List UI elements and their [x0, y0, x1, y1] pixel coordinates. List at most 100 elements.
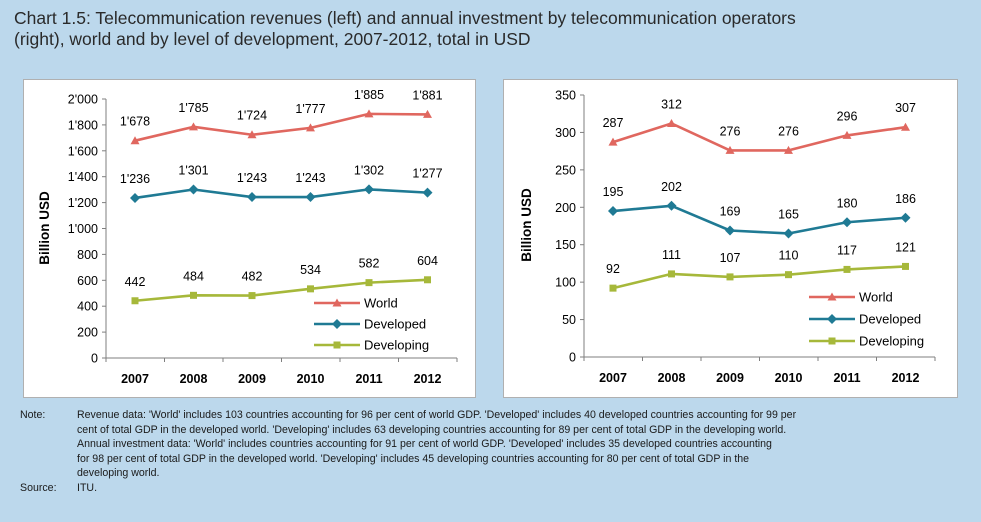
data-label: 1'777	[295, 102, 325, 116]
y-tick-label: 0	[91, 352, 98, 366]
series-line-developing	[134, 278, 428, 303]
data-point-world	[842, 130, 852, 139]
series-line-developed	[134, 188, 428, 200]
data-label: 296	[837, 109, 858, 123]
data-point-developing	[609, 284, 617, 292]
y-tick-label: 100	[555, 276, 576, 290]
note-row: Note: Revenue data: 'World' includes 103…	[20, 408, 965, 481]
data-label: 165	[778, 207, 799, 221]
x-tick-label: 2008	[658, 371, 686, 385]
data-point-world	[189, 122, 198, 131]
legend-marker-developed	[332, 319, 342, 329]
note-label: Note:	[20, 409, 46, 421]
data-point-world	[608, 137, 618, 146]
data-point-developed	[130, 192, 140, 203]
y-tick-label: 2'000	[68, 93, 98, 107]
data-point-developing	[902, 262, 909, 270]
chart-title: Chart 1.5: Telecommunication revenues (l…	[14, 8, 969, 50]
data-label: 1'678	[120, 115, 150, 129]
data-point-developed	[188, 184, 199, 195]
legend-label-world: World	[859, 290, 893, 305]
data-point-world	[784, 145, 793, 154]
data-point-developed	[900, 212, 911, 223]
data-label: 484	[183, 269, 204, 283]
legend-label-developing: Developing	[859, 334, 924, 349]
legend-marker-developing	[828, 337, 836, 345]
legend-label-developing: Developing	[364, 338, 429, 353]
notes-section: Note: Revenue data: 'World' includes 103…	[20, 408, 965, 496]
data-point-developed	[725, 225, 735, 236]
data-label: 92	[606, 262, 620, 276]
data-point-world	[901, 122, 910, 131]
legend-marker-world	[332, 298, 342, 307]
y-tick-label: 1'800	[68, 118, 98, 132]
data-point-developing	[424, 276, 431, 284]
data-label: 117	[837, 243, 857, 257]
x-tick-label: 2008	[180, 372, 208, 386]
data-label: 1'724	[237, 109, 267, 123]
y-tick-label: 1'000	[68, 222, 98, 236]
source-row: Source: ITU.	[20, 481, 965, 496]
note-line: for 98 per cent of total GDP in the deve…	[77, 452, 750, 465]
data-point-developed	[842, 217, 852, 228]
y-tick-label: 200	[555, 201, 576, 215]
data-label: 111	[662, 248, 681, 262]
note-text: Revenue data: 'World' includes 103 count…	[77, 408, 965, 481]
legend-marker-developed	[827, 314, 837, 324]
revenue-chart: 0 200 400 600 800 1'000 1'200 1'400 1'600 1'800 2'…	[37, 88, 458, 386]
data-label: 604	[417, 254, 438, 268]
legend-marker-developing	[333, 341, 341, 349]
data-label: 186	[895, 192, 916, 206]
data-point-world	[725, 145, 735, 154]
source-text: ITU.	[77, 481, 98, 494]
data-label: 1'243	[295, 171, 325, 185]
y-tick-label: 1'400	[68, 170, 98, 184]
data-point-developing	[668, 270, 675, 278]
source-label: Source:	[20, 481, 57, 494]
data-point-developed	[783, 228, 794, 239]
data-point-world	[667, 118, 676, 127]
x-tick-label: 2009	[716, 371, 744, 385]
y-tick-label: 0	[569, 351, 576, 365]
y-tick-label: 1'600	[68, 144, 98, 158]
data-label: 202	[661, 180, 682, 194]
data-label: 121	[895, 240, 916, 254]
y-tick-label: 400	[77, 300, 98, 314]
y-tick-label: 300	[555, 126, 576, 140]
data-label: 107	[720, 251, 741, 265]
x-tick-label: 2009	[238, 372, 266, 386]
x-tick-label: 2010	[297, 372, 325, 386]
data-point-developing	[131, 297, 139, 305]
data-label: 169	[720, 204, 741, 218]
y-tick-label: 350	[555, 89, 576, 103]
data-point-developing	[307, 285, 314, 293]
data-point-developing	[843, 265, 851, 273]
data-point-developing	[190, 291, 197, 299]
data-label: 276	[720, 124, 741, 138]
data-point-developed	[666, 200, 677, 211]
data-point-world	[364, 109, 374, 118]
legend-marker-world	[827, 292, 837, 301]
data-label: 1'236	[120, 172, 150, 186]
x-tick-label: 2007	[121, 372, 149, 386]
y-tick-label: 250	[555, 163, 576, 177]
data-label: 1'885	[354, 88, 384, 102]
legend-label-developed: Developed	[364, 317, 426, 332]
y-tick-label: 600	[77, 274, 98, 288]
note-line: Annual investment data: 'World' includes…	[77, 438, 772, 451]
data-label: 180	[837, 196, 858, 210]
x-tick-label: 2011	[833, 371, 860, 385]
data-label: 442	[125, 275, 146, 289]
data-label: 1'302	[354, 163, 384, 177]
x-tick-label: 2012	[892, 371, 920, 385]
data-label: 1'785	[178, 101, 208, 115]
x-tick-label: 2007	[599, 371, 627, 385]
y-axis-title: Billion USD	[519, 188, 534, 262]
data-point-developing	[248, 292, 256, 300]
investment-chart-panel: 0 50 100 150 200 250 300 350 2007 2008 2009 2010 201…	[503, 79, 958, 398]
revenue-chart-panel: 0 200 400 600 800 1'000 1'200 1'400 1'600 1'800 2'…	[23, 79, 476, 398]
legend-label-world: World	[364, 296, 398, 311]
data-label: 534	[300, 263, 321, 277]
data-point-developed	[247, 192, 257, 203]
series-line-world	[612, 122, 906, 152]
